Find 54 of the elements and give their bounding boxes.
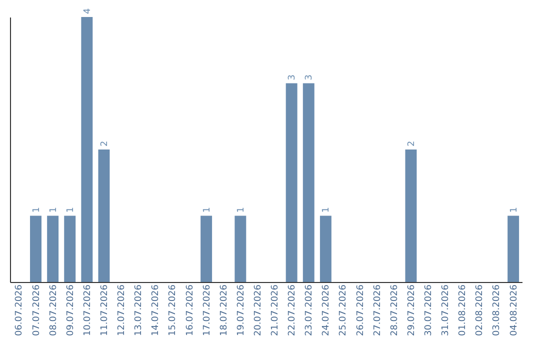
data-label: 1 [66, 207, 76, 213]
x-tick-label: 12.07.2026 [117, 284, 128, 336]
x-tick-label: 17.07.2026 [202, 284, 212, 336]
bar [81, 17, 93, 282]
x-tick-label: 03.08.2026 [492, 284, 502, 336]
bar [200, 216, 212, 282]
data-label: 1 [202, 207, 212, 213]
data-label: 2 [406, 140, 417, 146]
x-tick-label: 16.07.2026 [185, 284, 196, 336]
x-tick-label: 11.07.2026 [100, 284, 110, 336]
bar [64, 216, 76, 282]
data-label: 1 [322, 207, 332, 213]
bar [508, 216, 520, 282]
x-tick-label: 26.07.2026 [356, 284, 366, 336]
x-tick-label: 23.07.2026 [304, 284, 315, 336]
x-tick-label: 29.07.2026 [406, 284, 417, 336]
bar [234, 216, 246, 282]
x-tick-label: 20.07.2026 [253, 284, 264, 336]
x-tick-label: 31.07.2026 [441, 284, 452, 336]
bar [30, 216, 42, 282]
x-tick-label: 07.07.2026 [32, 284, 42, 336]
data-label: 3 [288, 74, 298, 80]
x-tick-label: 14.07.2026 [151, 284, 162, 336]
data-label: 1 [48, 207, 59, 213]
x-tick-label: 15.07.2026 [168, 284, 178, 336]
x-tick-label: 24.07.2026 [322, 284, 332, 336]
x-tick-label: 30.07.2026 [424, 284, 434, 336]
bar [302, 83, 314, 282]
x-tick-label: 01.08.2026 [458, 284, 468, 336]
x-tick-label: 19.07.2026 [236, 284, 246, 336]
data-label: 1 [32, 207, 42, 213]
bar [320, 216, 332, 282]
x-tick-label: 04.08.2026 [509, 284, 520, 336]
bar [405, 150, 417, 282]
x-tick-label: 13.07.2026 [134, 284, 144, 336]
data-label: 2 [100, 140, 110, 146]
x-tick-label: 21.07.2026 [270, 284, 281, 336]
data-label: 3 [304, 74, 315, 80]
x-tick-label: 10.07.2026 [82, 284, 93, 336]
bar [47, 216, 59, 282]
x-tick-label: 08.07.2026 [48, 284, 59, 336]
x-tick-label: 22.07.2026 [288, 284, 298, 336]
x-tick-label: 28.07.2026 [390, 284, 400, 336]
x-tick-label: 27.07.2026 [372, 284, 383, 336]
x-tick-label: 06.07.2026 [14, 284, 25, 336]
data-label: 1 [509, 207, 520, 213]
bar [98, 150, 110, 282]
data-label: 1 [236, 207, 246, 213]
bar [286, 83, 298, 282]
x-tick-label: 18.07.2026 [219, 284, 230, 336]
x-tick-label: 02.08.2026 [475, 284, 486, 336]
x-tick-label: 25.07.2026 [338, 284, 349, 336]
x-tick-label: 09.07.2026 [66, 284, 76, 336]
data-label: 4 [82, 8, 93, 14]
